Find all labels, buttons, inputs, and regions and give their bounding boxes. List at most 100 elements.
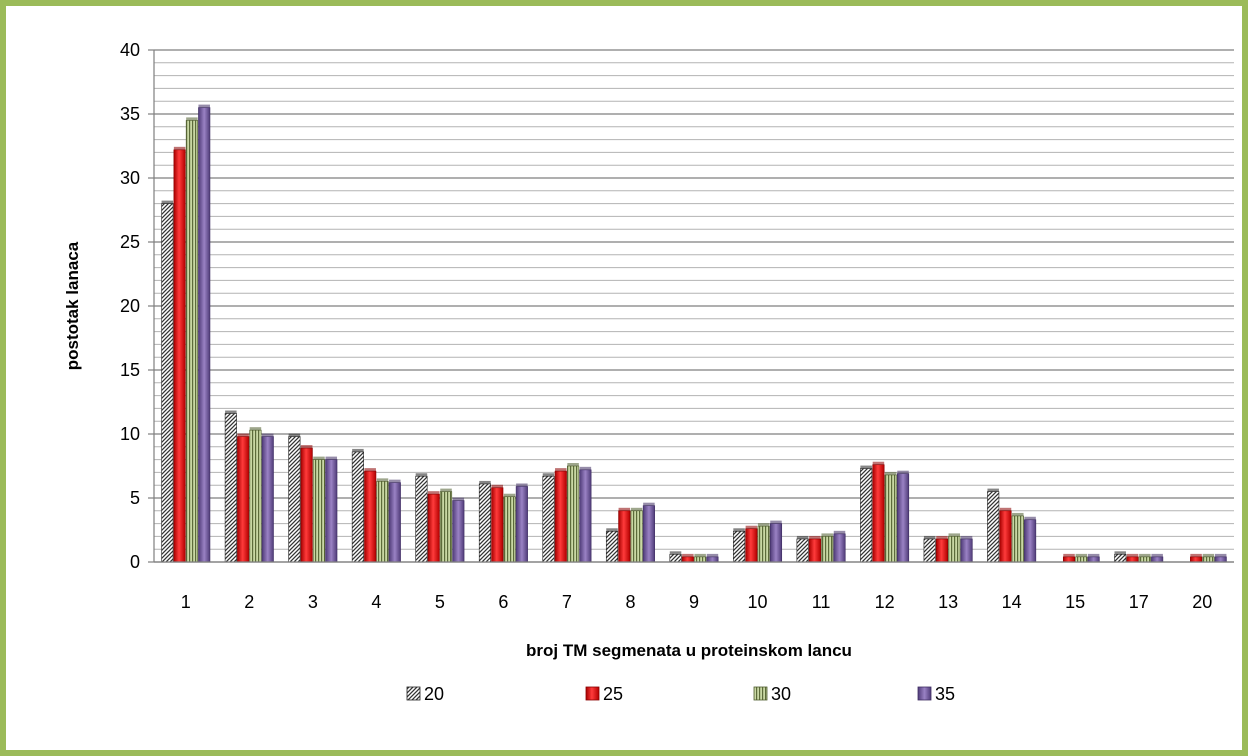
bar-series-25-cat-8 xyxy=(618,510,631,563)
bar-series-35-cat-10 xyxy=(769,523,783,563)
bar-cap xyxy=(1114,551,1127,555)
bar-cap xyxy=(479,480,491,484)
bar-series-20-cat-6 xyxy=(478,483,492,563)
y-tick-label: 35 xyxy=(120,104,140,124)
y-tick-label: 25 xyxy=(120,232,140,252)
bar-cap xyxy=(999,507,1012,511)
x-tick-label: 10 xyxy=(748,592,768,612)
bar-series-20-cat-4 xyxy=(351,451,364,563)
bar-cap xyxy=(161,200,174,204)
bar-cap xyxy=(567,463,579,466)
bar-series-30-cat-2 xyxy=(249,429,262,563)
bar-series-25-cat-7 xyxy=(554,470,567,563)
bar-series-30-cat-8 xyxy=(630,510,643,563)
bar-series-35-cat-5 xyxy=(452,500,465,563)
x-tick-label: 17 xyxy=(1129,592,1149,612)
bar-series-25-cat-2 xyxy=(237,436,250,563)
bar-cap xyxy=(694,553,706,557)
bar-cap xyxy=(186,117,198,121)
bar-series-35-cat-11 xyxy=(833,533,846,563)
legend-label-25: 25 xyxy=(603,684,623,704)
legend: 20 25 30 35 xyxy=(406,684,955,704)
bar-cap xyxy=(669,551,682,555)
bar-cap xyxy=(1139,553,1151,557)
bar-series-25-cat-13 xyxy=(935,538,949,563)
x-tick-labels: 1 2 3 4 5 6 7 8 9 10 11 12 13 14 15 17 20 xyxy=(181,592,1212,612)
bar-series-35-cat-15 xyxy=(1087,556,1100,563)
bar-cap xyxy=(1075,553,1088,557)
bar-cap xyxy=(987,488,999,492)
bar-series-30-cat-17 xyxy=(1138,556,1151,563)
bar-series-30-cat-11 xyxy=(821,536,834,563)
bar-series-25-cat-17 xyxy=(1126,556,1139,563)
x-tick-label: 15 xyxy=(1065,592,1085,612)
bar-cap xyxy=(1151,553,1163,557)
bar-cap xyxy=(733,528,745,532)
bar-cap xyxy=(706,553,719,557)
bar-series-35-cat-6 xyxy=(515,486,528,563)
x-tick-label: 3 xyxy=(308,592,318,612)
bar-cap xyxy=(948,533,961,537)
bar-cap xyxy=(452,497,465,501)
bar-series-20-cat-7 xyxy=(542,475,555,563)
bar-cap xyxy=(261,433,274,437)
x-tick-label: 6 xyxy=(498,592,508,612)
y-axis-title: postotak lanaca xyxy=(63,241,82,370)
bar-series-20-cat-14 xyxy=(987,491,1000,563)
bar-series-35-cat-9 xyxy=(706,556,719,563)
bar-cap xyxy=(923,535,936,539)
bar-series-20-cat-13 xyxy=(923,538,936,563)
x-tick-label: 5 xyxy=(435,592,445,612)
bar-cap xyxy=(936,535,948,539)
axes xyxy=(148,49,1234,563)
bar-series-35-cat-13 xyxy=(960,538,973,563)
x-tick-label: 7 xyxy=(562,592,572,612)
bar-cap xyxy=(682,553,694,557)
bar-series-30-cat-7 xyxy=(567,465,580,563)
bar-cap xyxy=(249,427,262,431)
x-tick-label: 11 xyxy=(812,592,831,612)
x-tick-label: 13 xyxy=(938,592,958,612)
bar-cap xyxy=(415,473,428,477)
bar-cap xyxy=(872,461,885,465)
bar-series-25-cat-15 xyxy=(1062,556,1076,563)
x-tick-label: 14 xyxy=(1002,592,1022,612)
x-tick-label: 8 xyxy=(625,592,635,612)
bar-series-25-cat-1 xyxy=(173,149,186,563)
bar-series-30-cat-20 xyxy=(1202,556,1215,563)
x-axis-title: broj TM segmenata u proteinskom lancu xyxy=(526,641,852,660)
bar-cap xyxy=(352,448,364,452)
bar-cap xyxy=(1024,516,1036,520)
bar-cap xyxy=(1063,553,1075,557)
bar-series-20-cat-10 xyxy=(733,530,746,563)
bar-series-20-cat-2 xyxy=(224,413,237,563)
bar-series-25-cat-5 xyxy=(427,493,440,563)
bar-series-20-cat-1 xyxy=(161,203,174,563)
bar-series-25-cat-12 xyxy=(872,464,885,563)
y-tick-label: 0 xyxy=(130,552,140,572)
bar-series-30-cat-14 xyxy=(1011,515,1024,563)
y-tick-label: 5 xyxy=(130,488,140,508)
bar-series-30-cat-10 xyxy=(757,525,770,563)
bar-cap xyxy=(960,535,973,539)
y-tick-label: 10 xyxy=(120,424,140,444)
bar-series-35-cat-7 xyxy=(579,469,592,563)
bar-series-20-cat-5 xyxy=(415,475,428,563)
bar-cap xyxy=(313,456,325,460)
legend-label-20: 20 xyxy=(424,684,444,704)
bar-series-35-cat-2 xyxy=(261,436,274,563)
x-tick-label: 4 xyxy=(371,592,381,612)
bar-cap xyxy=(440,488,452,492)
bar-series-35-cat-3 xyxy=(325,459,338,563)
bar-series-30-cat-9 xyxy=(694,556,707,563)
bar-series-25-cat-20 xyxy=(1190,556,1203,563)
bar-cap xyxy=(1087,553,1100,557)
bar-series-35-cat-4 xyxy=(388,482,401,563)
bar-cap xyxy=(427,491,440,495)
bar-cap xyxy=(796,535,809,539)
y-tick-labels: 0 5 10 15 20 25 30 35 40 xyxy=(120,40,140,572)
bar-cap xyxy=(809,535,821,539)
bar-series-25-cat-6 xyxy=(491,487,504,563)
y-tick-label: 40 xyxy=(120,40,140,60)
